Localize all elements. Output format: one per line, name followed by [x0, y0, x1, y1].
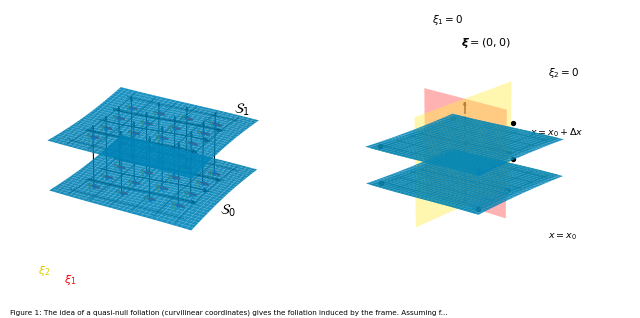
Text: Figure 1: The idea of a quasi-null foliation (curvilinear coordinates) gives the: Figure 1: The idea of a quasi-null folia… — [10, 310, 447, 316]
Text: $\boldsymbol{\xi} = (0,0)$: $\boldsymbol{\xi} = (0,0)$ — [461, 36, 511, 50]
Text: $\xi_1$: $\xi_1$ — [63, 273, 76, 287]
Text: $\xi_1 = 0$: $\xi_1 = 0$ — [432, 13, 463, 27]
Text: $x = x_0 + \Delta x$: $x = x_0 + \Delta x$ — [531, 127, 584, 139]
Text: $\mathcal{S}_1$: $\mathcal{S}_1$ — [234, 102, 250, 118]
Text: $\mathcal{S}_0$: $\mathcal{S}_0$ — [220, 203, 236, 219]
Text: $\xi_2$: $\xi_2$ — [38, 264, 50, 278]
Text: $\xi_2 = 0$: $\xi_2 = 0$ — [548, 66, 579, 80]
Text: $x = x_0$: $x = x_0$ — [548, 231, 577, 242]
